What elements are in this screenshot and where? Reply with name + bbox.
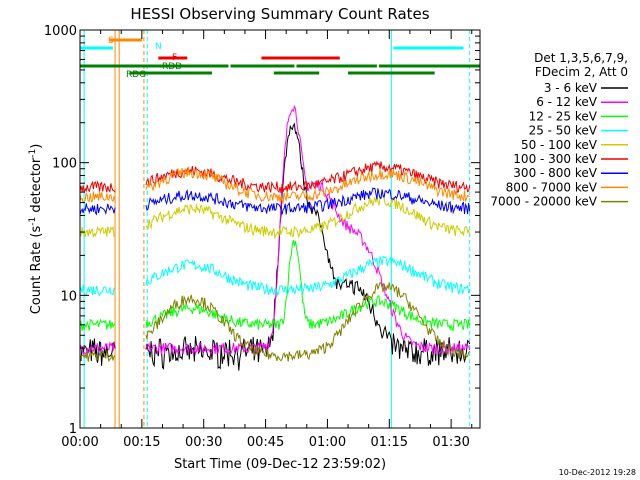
legend-label: 50 - 100 keV	[521, 138, 598, 152]
flag-label: N	[155, 42, 162, 52]
legend-label: 6 - 12 keV	[536, 95, 598, 109]
x-axis-label: Start Time (09-Dec-12 23:59:02)	[174, 457, 386, 472]
y-tick-label: 100	[52, 157, 77, 172]
flag-label: RDG	[126, 70, 146, 80]
series-line	[80, 160, 471, 194]
x-tick-label: 01:30	[432, 435, 469, 450]
y-tick-label: 10	[60, 289, 77, 304]
series-line	[80, 194, 471, 240]
legend: Det 1,3,5,6,7,9, FDecim 2, Att 0 3 - 6 k…	[490, 51, 628, 209]
flag-label: S	[108, 36, 114, 46]
x-tick-label: 00:45	[247, 435, 284, 450]
y-axis-label: Count Rate (s-1 detector-1)	[28, 144, 44, 315]
flag-label: RDD	[162, 62, 182, 72]
legend-label: 7000 - 20000 keV	[490, 195, 597, 209]
series-line	[80, 255, 471, 297]
x-tick-label: 01:15	[371, 435, 408, 450]
series-line	[80, 187, 471, 216]
series-line	[80, 122, 471, 371]
plot-frame	[79, 29, 481, 429]
legend-label: 800 - 7000 keV	[506, 180, 598, 194]
legend-label: 100 - 300 keV	[513, 152, 597, 166]
y-tick-label: 1	[69, 422, 77, 437]
legend-title-decimation: FDecim 2, Att 0	[535, 65, 628, 79]
x-tick-label: 00:15	[123, 435, 160, 450]
chart-title: HESSI Observing Summary Count Rates	[130, 5, 429, 23]
legend-label: 300 - 800 keV	[513, 166, 597, 180]
x-tick-label: 01:00	[309, 435, 346, 450]
series-line	[80, 104, 471, 356]
x-tick-label: 00:30	[185, 435, 222, 450]
x-tick-label: 00:00	[61, 435, 98, 450]
legend-label: 25 - 50 keV	[529, 124, 598, 138]
series-line	[80, 166, 470, 205]
series-line	[80, 239, 471, 332]
series-line	[80, 282, 471, 363]
flag-label: F	[172, 53, 177, 63]
legend-label: 3 - 6 keV	[544, 81, 598, 95]
y-tick-label: 1000	[44, 24, 77, 39]
legend-label: 12 - 25 keV	[529, 109, 598, 123]
legend-title-detectors: Det 1,3,5,6,7,9,	[534, 51, 628, 65]
timestamp: 10-Dec-2012 19:28	[559, 468, 636, 477]
